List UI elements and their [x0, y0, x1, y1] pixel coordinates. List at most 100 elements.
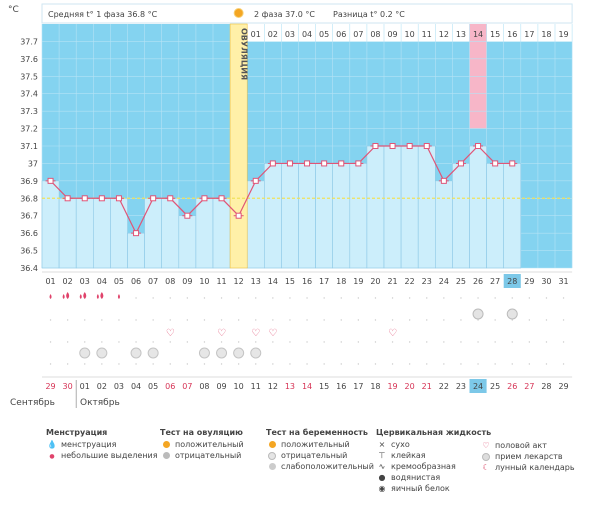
grid-dot: [49, 363, 52, 365]
grid-dot: [562, 363, 565, 365]
phase2-day-label: 10: [405, 30, 415, 39]
temperature-bar: [144, 197, 163, 269]
temperature-bar: [263, 163, 282, 269]
calendar-date-label: 30: [63, 382, 73, 391]
temperature-bar: [212, 197, 231, 269]
cycle-day-label: 21: [387, 277, 397, 286]
y-tick-label: 36.5: [20, 247, 38, 256]
grid-dot: [272, 297, 274, 299]
grid-dot: [237, 319, 240, 321]
grid-dot: [426, 297, 428, 299]
temperature-point: [492, 160, 499, 167]
temperature-point: [509, 160, 516, 167]
grid-dot: [340, 319, 342, 321]
cycle-day-label: 06: [131, 277, 141, 286]
grid-dot: [289, 363, 291, 365]
menstruation-drop: [66, 292, 70, 299]
grid-dot: [562, 297, 565, 299]
grid-dot: [408, 363, 411, 365]
menstruation-drop-small: [62, 294, 65, 299]
cycle-day-label: 10: [199, 277, 209, 286]
temperature-bar: [366, 145, 385, 269]
phase2-day-label: 19: [558, 30, 568, 39]
cycle-day-label: 08: [165, 277, 175, 286]
medication-pill-icon: [96, 347, 108, 359]
phase2-average: 2 фаза 37.0 °C: [254, 10, 315, 19]
medication-pill-icon: [198, 347, 210, 359]
sun-positive-icon: [160, 439, 172, 450]
grid-dot: [357, 297, 360, 299]
grid-dot: [169, 319, 171, 321]
calendar-date-label: 14: [302, 382, 312, 391]
calendar-date-label: 04: [131, 382, 141, 391]
calendar-date-label: 29: [558, 382, 568, 391]
calendar-date-label: 02: [97, 382, 107, 391]
temperature-point: [115, 195, 122, 202]
grid-dot: [169, 363, 171, 365]
temperature-point: [167, 195, 174, 202]
cycle-day-label: 18: [336, 277, 346, 286]
phase2-day-label: 06: [336, 30, 346, 39]
cycle-day-label: 23: [422, 277, 432, 286]
temperature-point: [475, 143, 482, 149]
y-tick-label: 36.8: [20, 194, 38, 203]
menstruation-drop: [100, 292, 104, 299]
temperature-bar: [281, 163, 299, 269]
grid-dot: [323, 363, 325, 365]
legend-item: положительный: [175, 440, 244, 449]
cycle-day-label: 30: [541, 277, 551, 286]
grid-dot: [408, 297, 411, 299]
temperature-difference: Разница t° 0.2 °C: [333, 10, 405, 19]
grid-dot: [49, 319, 52, 321]
grid-dot: [84, 319, 86, 321]
cycle-day-label: 24: [439, 277, 449, 286]
grid-dot: [391, 319, 394, 321]
temperature-point: [184, 212, 191, 219]
y-tick-label: 36.6: [20, 229, 38, 238]
temperature-bar: [434, 180, 453, 269]
temperature-point: [218, 195, 225, 202]
cycle-day-label: 20: [370, 277, 380, 286]
phase2-day-label: 05: [319, 30, 329, 39]
y-tick-label: 36.9: [20, 177, 38, 186]
temperature-bar: [383, 145, 402, 269]
temperature-bar: [127, 232, 145, 269]
phase2-day-label: 08: [370, 30, 380, 39]
grid-dot: [545, 363, 548, 365]
legend-title: Менструация: [46, 428, 108, 437]
calendar-date-label: 25: [490, 382, 500, 391]
intercourse-heart-icon: ♡: [388, 328, 397, 339]
grid-dot: [118, 319, 120, 321]
grid-dot: [306, 363, 308, 365]
cycle-day-label: 16: [302, 277, 312, 286]
grid-dot: [66, 319, 69, 321]
temperature-bar: [110, 197, 128, 269]
cycle-day-label: 27: [490, 277, 500, 286]
header-bar: [41, 3, 573, 24]
watery-icon: ●: [378, 473, 386, 482]
sun-negative-icon: [160, 450, 172, 461]
grid-dot: [528, 297, 531, 299]
phase2-day-label: 12: [439, 30, 449, 39]
temperature-bar: [93, 197, 111, 269]
calendar-date-label: 16: [336, 382, 346, 391]
phase2-day-label: 13: [456, 30, 466, 39]
legend-title: Цервикальная жидкость: [376, 428, 492, 437]
legend-menstruation: Менструация 💧 менструация ● небольшие выде…: [46, 428, 158, 461]
heart-icon: ♡: [482, 441, 490, 450]
grid-dot: [220, 319, 223, 321]
grid-dot: [408, 341, 411, 343]
month-label-october: Октябрь: [80, 398, 120, 408]
phase2-number-row: [247, 24, 573, 42]
cycle-day-label: 29: [524, 277, 534, 286]
calendar-date-label: 28: [541, 382, 551, 391]
medication-pill-icon: [216, 347, 228, 359]
cycle-day-label: 17: [319, 277, 329, 286]
y-tick-label: 37.5: [20, 72, 38, 81]
calendar-date-label: 17: [353, 382, 363, 391]
grid-dot: [323, 319, 325, 321]
menstruation-drop-small: [79, 294, 82, 299]
intercourse-heart-icon: ♡: [268, 328, 277, 339]
temperature-point: [64, 195, 71, 202]
grid-dot: [272, 319, 274, 321]
